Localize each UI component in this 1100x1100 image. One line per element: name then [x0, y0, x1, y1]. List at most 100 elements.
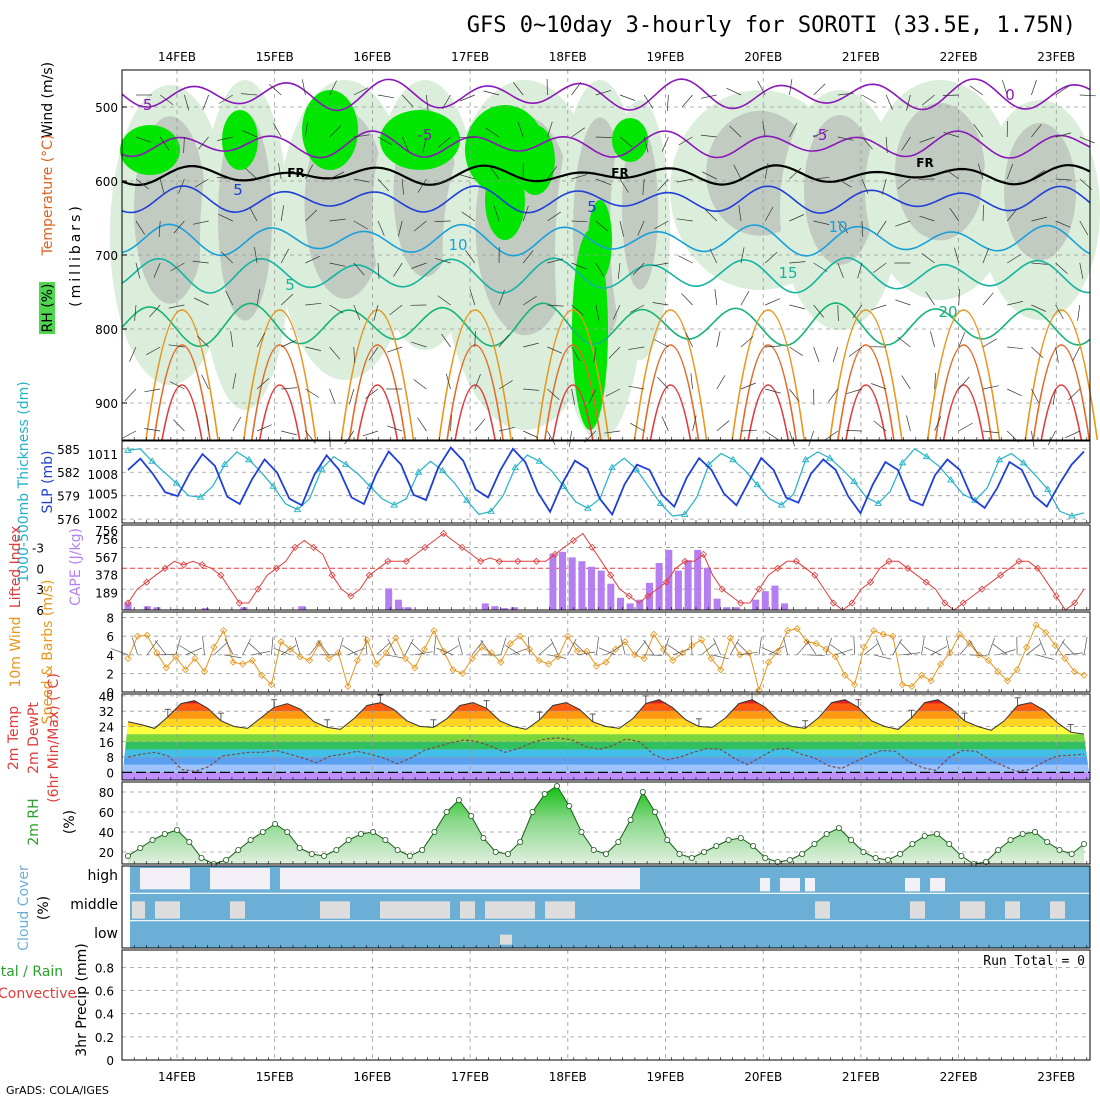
wind-barb — [877, 220, 887, 235]
wind-barb — [329, 388, 336, 405]
thickness-marker — [487, 507, 495, 514]
cape-bar — [732, 607, 740, 610]
cloud-middle-block — [155, 901, 180, 919]
precip-ylabel: 3hr Precip (mm) — [74, 943, 90, 1056]
wind-barb — [837, 262, 844, 279]
wind-barb — [1031, 124, 1042, 138]
rh-shade-mid — [895, 102, 985, 241]
wind-barb-10m — [1038, 637, 1047, 655]
rh-shade-high — [485, 160, 525, 240]
cape-bar — [510, 607, 518, 610]
wind-speed-marker — [286, 645, 295, 653]
wind-barb — [483, 90, 500, 96]
contour-label: 5 — [587, 198, 597, 216]
date-label-bottom: 23FEB — [1037, 1070, 1075, 1084]
thickness-marker — [947, 476, 955, 483]
cloud-middle-block — [960, 901, 985, 919]
wind-barb-10m — [131, 637, 138, 655]
wind-barb — [1065, 430, 1080, 439]
wind-barb-10m — [1026, 643, 1042, 656]
thickness-marker — [922, 452, 931, 460]
li-tick-label: 6 — [36, 604, 44, 618]
wind-speed-marker — [956, 630, 964, 638]
lifted-index-line — [127, 532, 1085, 611]
date-label-top: 18FEB — [549, 50, 587, 64]
lifted-index-marker — [644, 592, 652, 600]
wind-barb — [329, 304, 344, 314]
lifted-index-marker — [681, 557, 689, 565]
thickness-marker — [317, 465, 326, 472]
temp-tick-label: 40 — [99, 690, 114, 704]
rh-shade-mid — [804, 115, 876, 265]
wind-barb — [1007, 388, 1022, 397]
rh-marker — [223, 857, 230, 864]
wind-barb — [832, 346, 839, 363]
rh-shade-high — [380, 110, 460, 170]
wind-barb — [982, 247, 990, 264]
rh-marker — [125, 853, 132, 860]
cloud-middle-block — [910, 901, 925, 919]
wind-barb — [1055, 132, 1072, 138]
rh-marker — [1044, 839, 1051, 846]
wind-barb — [474, 373, 481, 390]
wind-barb — [445, 373, 451, 390]
wind-tick-label: 0 — [106, 686, 114, 700]
surface-temperature-loop — [145, 309, 219, 441]
cape-bar — [568, 557, 576, 610]
rh-ylabel-bg — [39, 282, 55, 334]
rh-marker — [799, 851, 806, 858]
wind-barb — [678, 136, 693, 146]
lifted-index-marker — [829, 599, 837, 607]
wind-barb — [281, 430, 297, 436]
rh-marker — [173, 827, 180, 834]
date-label-bottom: 20FEB — [744, 1070, 782, 1084]
wind-barb — [547, 121, 553, 138]
cape-bar — [617, 597, 624, 610]
wind-speed-marker — [764, 658, 773, 666]
lifted-index-marker — [365, 571, 373, 579]
wind-barb — [459, 174, 475, 180]
wind-barb — [547, 304, 564, 307]
wind-barb — [547, 258, 563, 264]
rh-marker — [161, 831, 168, 838]
date-label-bottom: 17FEB — [451, 1070, 489, 1084]
wind-barb — [757, 80, 766, 96]
temp-band — [122, 699, 1090, 704]
rh-marker — [443, 809, 450, 816]
wind-barb — [256, 378, 270, 390]
precip-tick-label: 0.4 — [95, 1008, 114, 1022]
wind-speed-marker — [220, 627, 228, 635]
wind-barb — [465, 249, 476, 264]
rh-marker — [1007, 837, 1014, 844]
lifted-index-marker — [625, 592, 633, 600]
wind-barb — [837, 178, 852, 188]
wind-speed-marker — [162, 664, 170, 672]
rh-marker — [137, 845, 144, 852]
wind-speed-marker — [612, 645, 620, 653]
wind-speed-marker — [545, 660, 553, 668]
wind-barb — [605, 388, 621, 397]
temperature-ylabel-part: Temperature (°C) — [40, 135, 56, 257]
wind-barb — [121, 430, 137, 439]
temp-tick-label: 16 — [99, 736, 114, 750]
lifted-index-marker — [328, 571, 336, 579]
wind-barb — [201, 374, 209, 390]
cape-bar — [404, 607, 412, 610]
rh-marker — [247, 837, 254, 844]
surface-temperature-loop — [348, 344, 407, 441]
wind-barb — [765, 345, 782, 348]
wind-barb — [461, 211, 476, 222]
contour-label: 10 — [448, 236, 467, 254]
wind-barb-10m — [471, 640, 484, 656]
wind-barb — [828, 388, 839, 403]
wind-barb — [569, 430, 572, 447]
precip-frame — [121, 949, 1091, 1061]
wind-barb — [690, 373, 693, 390]
lifted-index-marker — [532, 557, 540, 565]
li-tick-label: 0 — [36, 562, 44, 576]
wind-barb — [701, 94, 717, 99]
wind-barb — [652, 262, 669, 267]
wind-speed-marker — [334, 649, 342, 657]
wind-barb — [633, 262, 645, 275]
wind-barb — [441, 333, 451, 348]
